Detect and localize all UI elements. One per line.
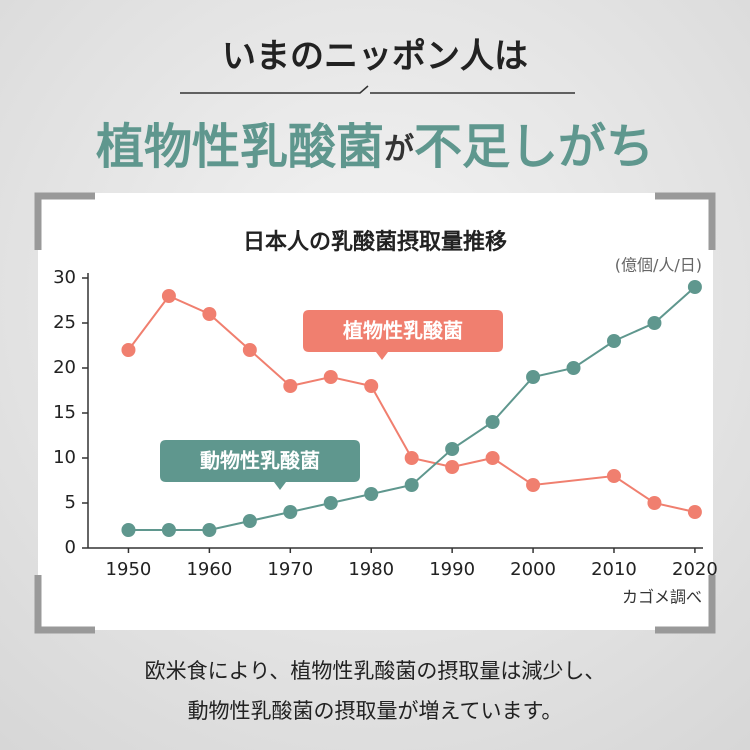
callout-box <box>160 440 360 490</box>
caption-line: 動物性乳酸菌の摂取量が増えています。 <box>188 699 563 723</box>
point <box>647 496 662 510</box>
point <box>485 415 500 429</box>
point <box>526 370 541 384</box>
point <box>404 478 419 492</box>
point <box>202 523 217 537</box>
y-tick-label: 25 <box>53 312 76 333</box>
point <box>687 280 702 294</box>
point <box>283 379 298 393</box>
series-line <box>127 294 696 513</box>
y-tick-label: 20 <box>53 357 76 378</box>
x-tick-label: 2010 <box>591 559 637 580</box>
point <box>364 379 379 393</box>
title-part: 不足しがち <box>414 119 654 175</box>
point <box>485 451 500 465</box>
point <box>606 334 621 348</box>
point <box>242 514 257 528</box>
header-rule <box>180 85 575 94</box>
point <box>404 451 419 465</box>
chart-title: 日本人の乳酸菌摂取量推移 <box>243 229 507 255</box>
point <box>647 316 662 330</box>
y-unit: (億個/人/日) <box>615 256 702 275</box>
x-tick-label: 1980 <box>348 559 394 580</box>
x-tick-label: 2000 <box>510 559 556 580</box>
chart-panel <box>38 193 713 630</box>
point <box>121 343 136 357</box>
legend-label: 植物性乳酸菌 <box>343 319 463 343</box>
y-tick-label: 30 <box>53 267 76 288</box>
x-tick-label: 1990 <box>429 559 475 580</box>
point <box>323 496 338 510</box>
x-tick-label: 1950 <box>106 559 152 580</box>
point <box>283 505 298 519</box>
point <box>606 469 621 483</box>
point <box>526 478 541 492</box>
header-title: 植物性乳酸菌が不足しがち <box>96 119 654 175</box>
callout-box <box>303 310 503 360</box>
panel-corners <box>34 192 716 634</box>
point <box>445 442 460 456</box>
title-part: 植物性乳酸菌 <box>96 119 384 175</box>
legend-label: 動物性乳酸菌 <box>200 449 320 473</box>
source: カゴメ調べ <box>622 588 702 607</box>
title-part: が <box>384 132 414 167</box>
y-tick-label: 5 <box>65 492 76 513</box>
caption-line: 欧米食により、植物性乳酸菌の摂取量は減少し、 <box>145 659 606 683</box>
point <box>323 370 338 384</box>
x-tick-label: 1970 <box>267 559 313 580</box>
header-subtitle: いまのニッポン人は <box>222 37 528 77</box>
point <box>161 523 176 537</box>
point <box>121 523 136 537</box>
y-tick-label: 0 <box>65 537 76 558</box>
y-tick-label: 15 <box>53 402 76 423</box>
point <box>445 460 460 474</box>
point <box>202 307 217 321</box>
point <box>566 361 581 375</box>
point <box>364 487 379 501</box>
y-tick-label: 10 <box>53 447 76 468</box>
point <box>687 505 702 519</box>
point <box>161 289 176 303</box>
point <box>242 343 257 357</box>
x-tick-label: 2020 <box>672 559 718 580</box>
x-tick-label: 1960 <box>186 559 232 580</box>
